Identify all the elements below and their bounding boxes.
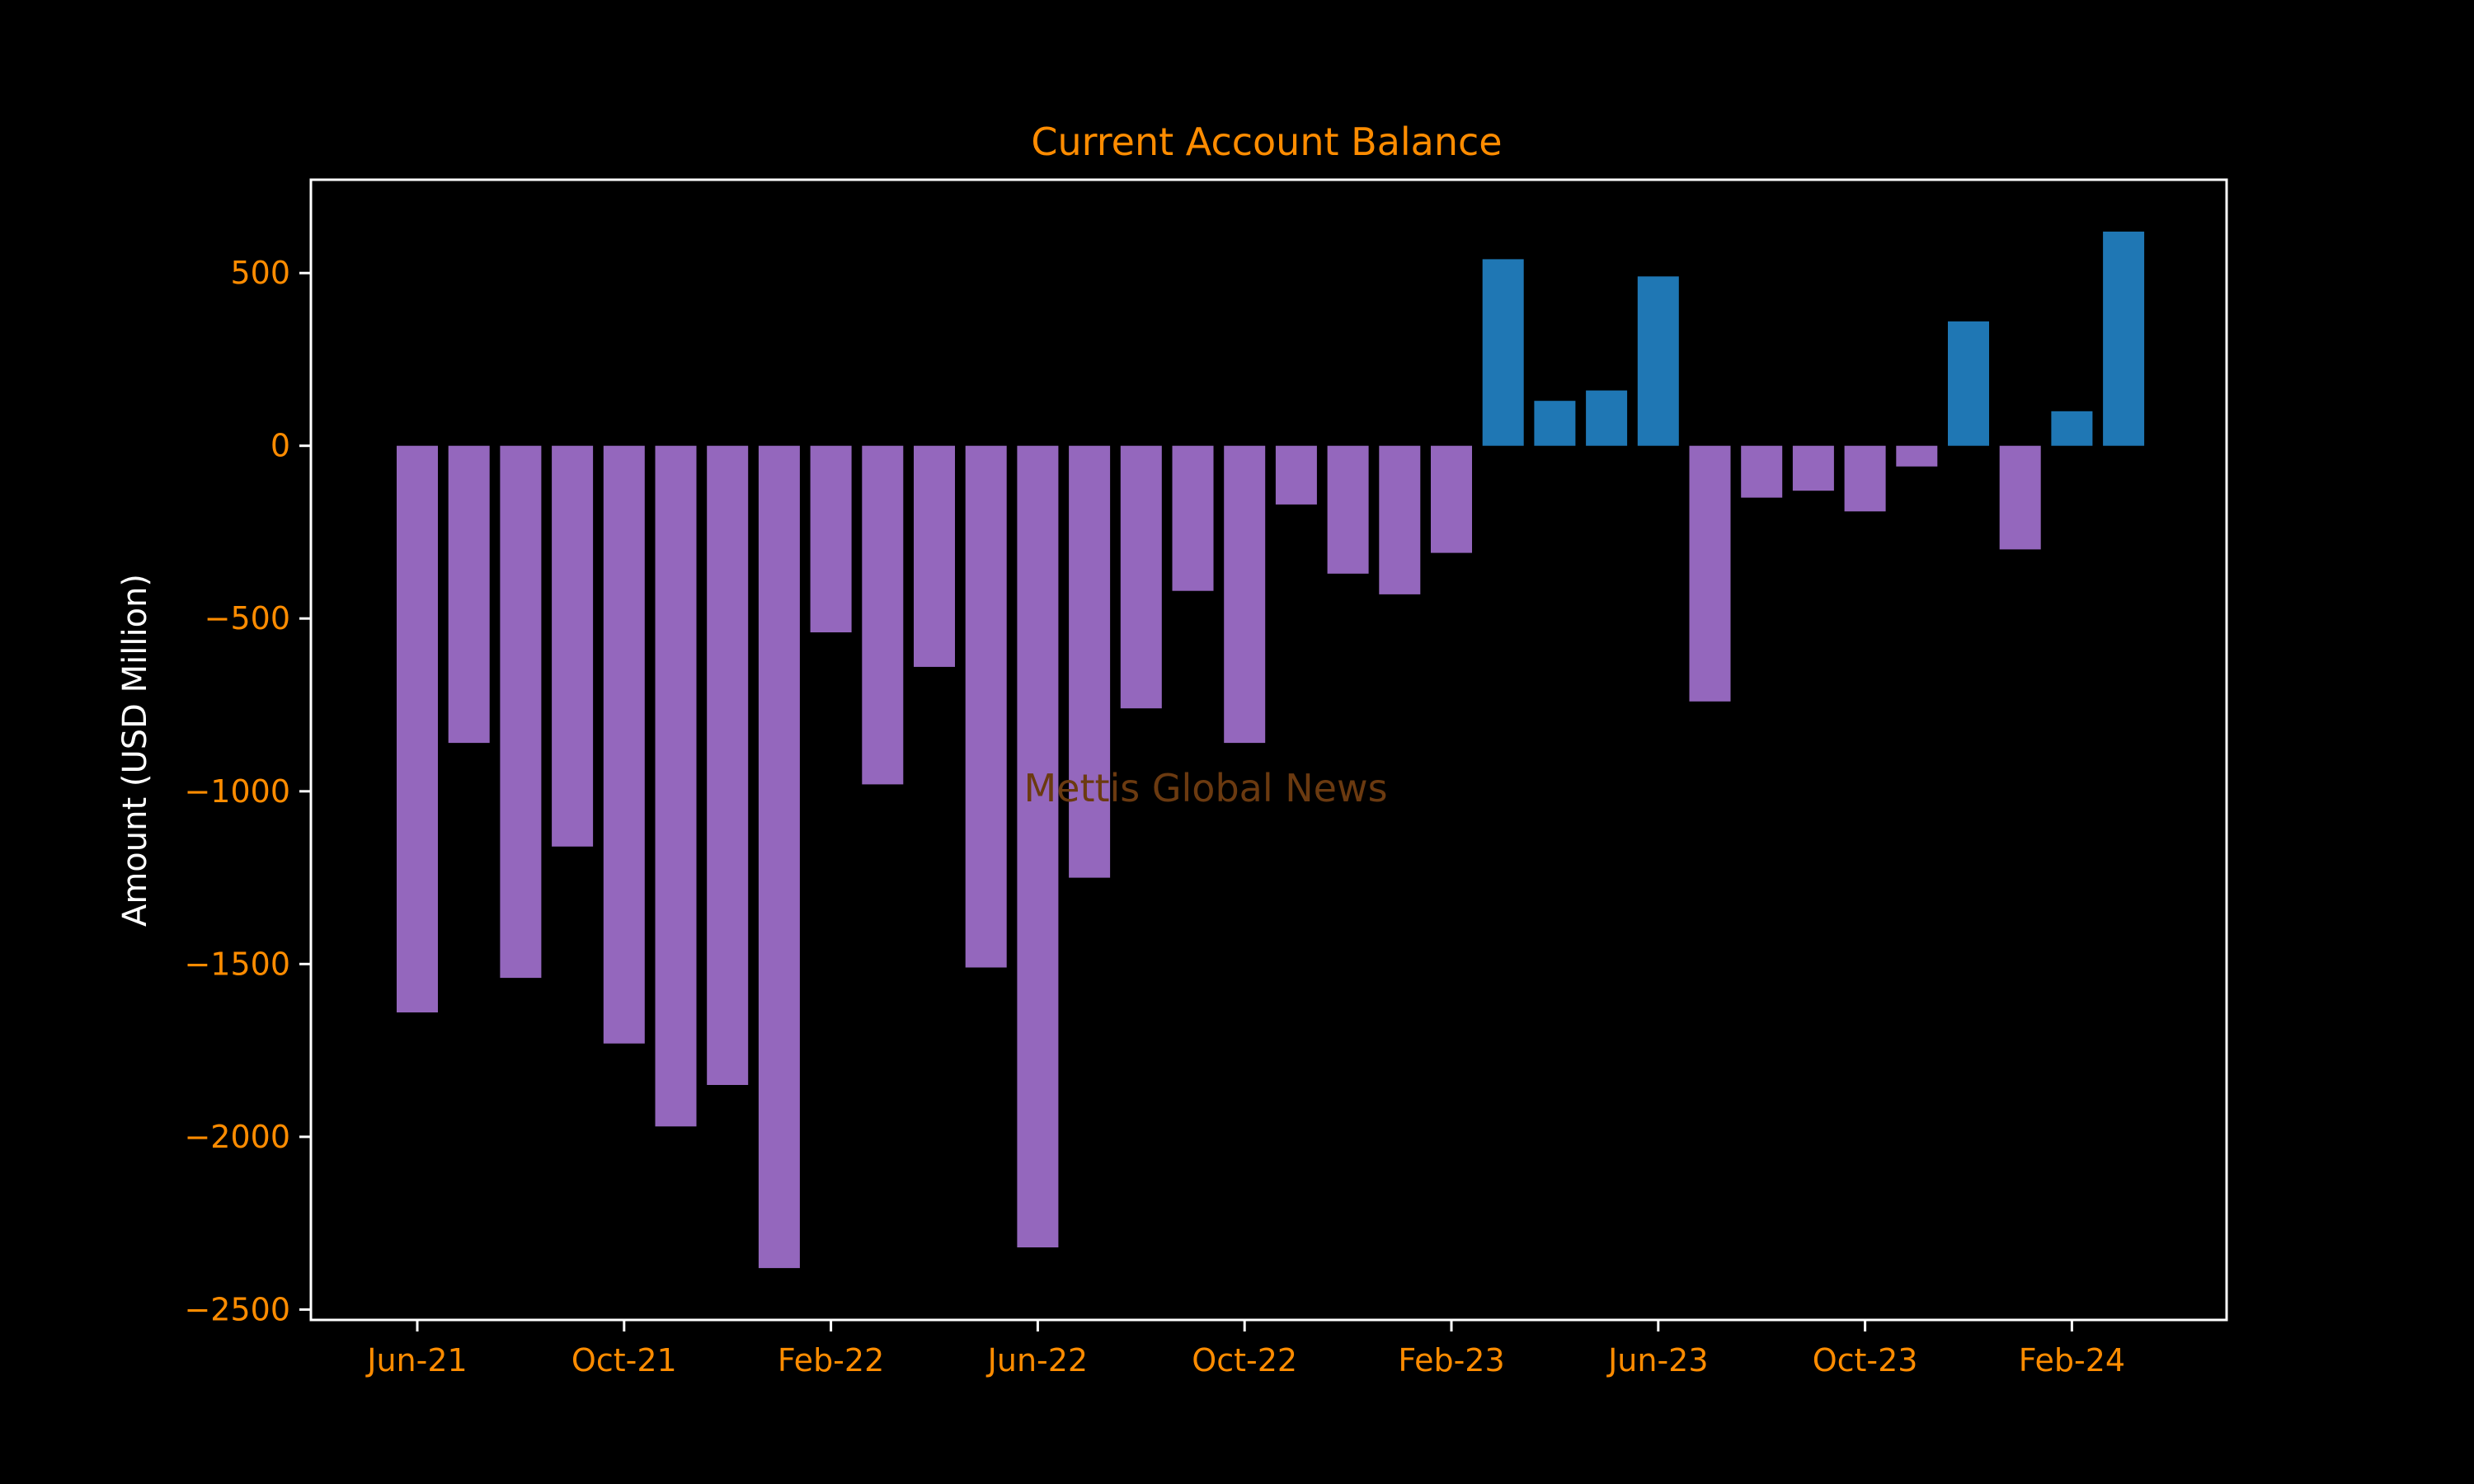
bar-jul-22 [1069,445,1111,878]
bar-oct-22 [1224,445,1266,744]
bar-nov-23 [1896,445,1938,467]
bar-jan-23 [1379,445,1421,594]
bar-jun-21 [397,445,438,1012]
bar-nov-22 [1275,445,1317,505]
bar-sep-23 [1792,445,1834,491]
y-tick-label: −1000 [184,773,290,810]
x-tick-label: Oct-22 [1192,1342,1297,1378]
y-tick-label: 500 [230,255,290,291]
chart-title: Current Account Balance [1031,120,1502,164]
y-tick-label: −1500 [184,946,290,982]
bar-feb-22 [810,445,852,632]
bars-group [397,231,2145,1269]
x-tick-label: Feb-22 [778,1342,884,1378]
y-axis-label: Amount (USD Million) [116,574,154,927]
bar-jul-23 [1689,445,1731,702]
y-tick-label: −2500 [184,1291,290,1327]
watermark-text: Mettis Global News [1023,766,1387,810]
bar-apr-23 [1534,401,1576,446]
bar-jun-22 [1017,445,1059,1247]
x-axis-ticks: Jun-21 Oct-21 Feb-22 Jun-22 Oct-22 Feb-23 Jun-… [365,1320,2125,1378]
bar-aug-22 [1120,445,1162,709]
bar-aug-23 [1741,445,1783,498]
bar-jan-24 [1999,445,2041,550]
bar-sep-22 [1172,445,1214,591]
bar-oct-21 [603,445,645,1044]
x-tick-label: Oct-23 [1813,1342,1918,1378]
y-tick-label: 0 [270,428,290,464]
bar-jan-22 [758,445,800,1269]
y-tick-label: −2000 [184,1119,290,1155]
bar-mar-23 [1482,259,1524,446]
bar-mar-22 [862,445,904,785]
bar-mar-24 [2103,231,2145,446]
bar-aug-21 [500,445,542,979]
y-tick-label: −500 [205,600,290,636]
x-tick-label: Feb-23 [1398,1342,1504,1378]
plot-frame [309,178,2228,1322]
bar-feb-23 [1431,445,1472,553]
bar-apr-22 [914,445,955,667]
bar-dec-23 [1948,321,1989,446]
bar-jul-21 [448,445,490,744]
x-tick-label: Oct-21 [571,1342,677,1378]
bar-nov-21 [655,445,697,1127]
y-axis-ticks: 500 0 −500 −1000 −1500 −2000 −2500 [184,255,311,1327]
x-tick-label: Jun-23 [1606,1342,1708,1378]
bar-dec-21 [707,445,749,1085]
bar-dec-22 [1327,445,1369,574]
x-tick-label: Jun-21 [365,1342,467,1378]
bar-may-23 [1586,390,1628,446]
x-tick-label: Jun-22 [986,1342,1088,1378]
bar-oct-23 [1844,445,1886,512]
bar-sep-21 [552,445,594,847]
x-tick-label: Feb-24 [2019,1342,2125,1378]
bar-may-22 [965,445,1007,968]
bar-feb-24 [2051,411,2093,446]
bar-jun-23 [1637,276,1679,446]
